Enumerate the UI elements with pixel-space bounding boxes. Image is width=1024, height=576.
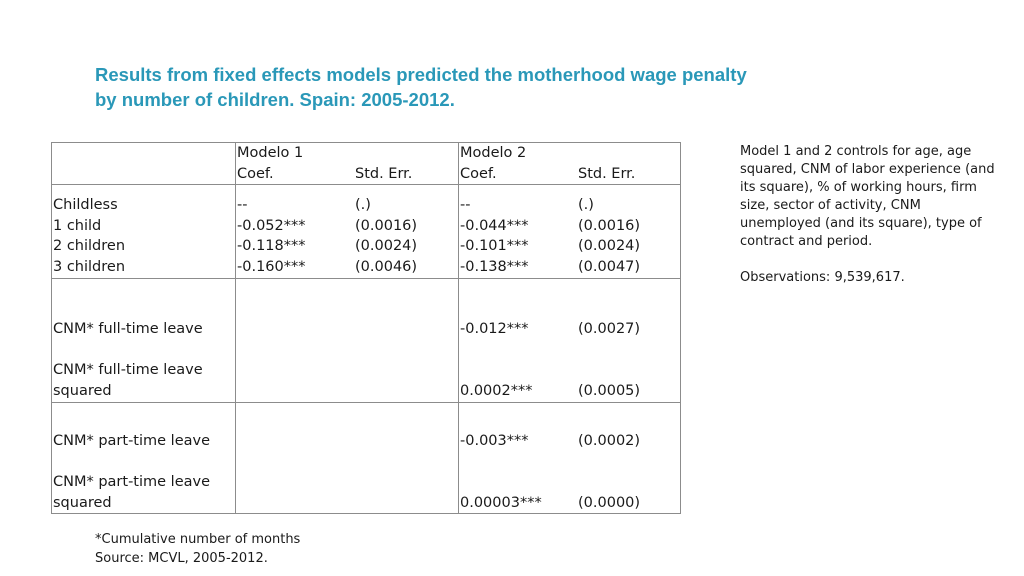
m1-coef: -- xyxy=(237,197,248,213)
model-notes: Model 1 and 2 controls for age, age squa… xyxy=(740,143,1005,287)
model2-stderr-header: Std. Err. xyxy=(578,165,636,182)
m2-se: (0.0027) xyxy=(578,321,641,337)
table-row-children: Childless 1 child 2 children 3 children … xyxy=(51,184,681,279)
m2-coef: -0.044*** xyxy=(460,217,529,234)
header-model1-cell: Modelo 1 Coef. Std. Err. xyxy=(235,142,459,185)
fulltime-labels-cell: CNM* full-time leave CNM* full-time leav… xyxy=(51,278,236,403)
m2-coef: -0.138*** xyxy=(460,258,529,275)
row-label: squared xyxy=(53,382,112,399)
row-label: CNM* part-time leave xyxy=(53,474,211,490)
m2-coef: -0.012*** xyxy=(460,321,529,337)
m2-coef: -- xyxy=(460,197,471,213)
m1-coef: -0.118*** xyxy=(237,238,306,254)
model2-label: Modelo 2 xyxy=(460,145,527,161)
children-model2-cell: -- (.) -0.044*** (0.0016) -0.101*** (0.0024… xyxy=(458,184,681,279)
row-label: 3 children xyxy=(53,258,126,275)
m1-se: (0.0024) xyxy=(355,238,418,254)
row-label: Childless xyxy=(53,197,118,213)
children-model1-cell: -- (.) -0.052*** (0.0016) -0.118*** (0.0024… xyxy=(235,184,459,279)
parttime-labels-cell: CNM* part-time leave CNM* part-time leav… xyxy=(51,402,236,514)
m1-se: (.) xyxy=(355,197,371,213)
fulltime-model2-cell: -0.012*** (0.0027) 0.0002*** (0.0005) xyxy=(458,278,681,403)
row-label: squared xyxy=(53,494,112,511)
row-label: CNM* full-time leave xyxy=(53,321,203,337)
table-row-fulltime-leave: CNM* full-time leave CNM* full-time leav… xyxy=(51,278,681,403)
title-line-1: Results from fixed effects models predic… xyxy=(95,64,747,85)
model1-coef-header: Coef. xyxy=(237,165,274,182)
row-label: 1 child xyxy=(53,217,102,234)
m1-se: (0.0046) xyxy=(355,258,418,275)
m2-se: (.) xyxy=(578,197,594,213)
controls-note: Model 1 and 2 controls for age, age squa… xyxy=(740,144,995,249)
model1-stderr-header: Std. Err. xyxy=(355,165,413,182)
m2-se: (0.0000) xyxy=(578,494,641,511)
results-table: Modelo 1 Coef. Std. Err. Modelo 2 Coef. … xyxy=(51,142,681,514)
m1-coef: -0.052*** xyxy=(237,217,306,234)
title-line-2: by number of children. Spain: 2005-2012. xyxy=(95,89,455,110)
m2-se: (0.0005) xyxy=(578,382,641,399)
header-model2-cell: Modelo 2 Coef. Std. Err. xyxy=(458,142,681,185)
parttime-model1-cell xyxy=(235,402,459,514)
m2-se: (0.0002) xyxy=(578,433,641,449)
m2-coef: 0.00003*** xyxy=(460,494,542,511)
m1-se: (0.0016) xyxy=(355,217,418,234)
m2-se: (0.0016) xyxy=(578,217,641,234)
footnote-cnm: *Cumulative number of months xyxy=(95,532,301,547)
m2-se: (0.0024) xyxy=(578,238,641,254)
m2-coef: -0.003*** xyxy=(460,433,529,449)
table-header-row: Modelo 1 Coef. Std. Err. Modelo 2 Coef. … xyxy=(51,142,681,185)
header-empty-cell xyxy=(51,142,236,185)
fulltime-model1-cell xyxy=(235,278,459,403)
parttime-model2-cell: -0.003*** (0.0002) 0.00003*** (0.0000) xyxy=(458,402,681,514)
row-label: 2 children xyxy=(53,238,126,254)
slide-title: Results from fixed effects models predic… xyxy=(95,62,895,112)
children-labels-cell: Childless 1 child 2 children 3 children xyxy=(51,184,236,279)
m2-coef: -0.101*** xyxy=(460,238,529,254)
footnote-source: Source: MCVL, 2005-2012. xyxy=(95,551,268,566)
row-label: CNM* full-time leave xyxy=(53,362,203,378)
m2-se: (0.0047) xyxy=(578,258,641,275)
model1-label: Modelo 1 xyxy=(237,145,304,161)
footnotes: *Cumulative number of months Source: MCV… xyxy=(95,530,300,568)
observations-note: Observations: 9,539,617. xyxy=(740,270,905,285)
model2-coef-header: Coef. xyxy=(460,165,497,182)
m2-coef: 0.0002*** xyxy=(460,382,533,399)
row-label: CNM* part-time leave xyxy=(53,433,211,449)
table-row-parttime-leave: CNM* part-time leave CNM* part-time leav… xyxy=(51,402,681,514)
m1-coef: -0.160*** xyxy=(237,258,306,275)
